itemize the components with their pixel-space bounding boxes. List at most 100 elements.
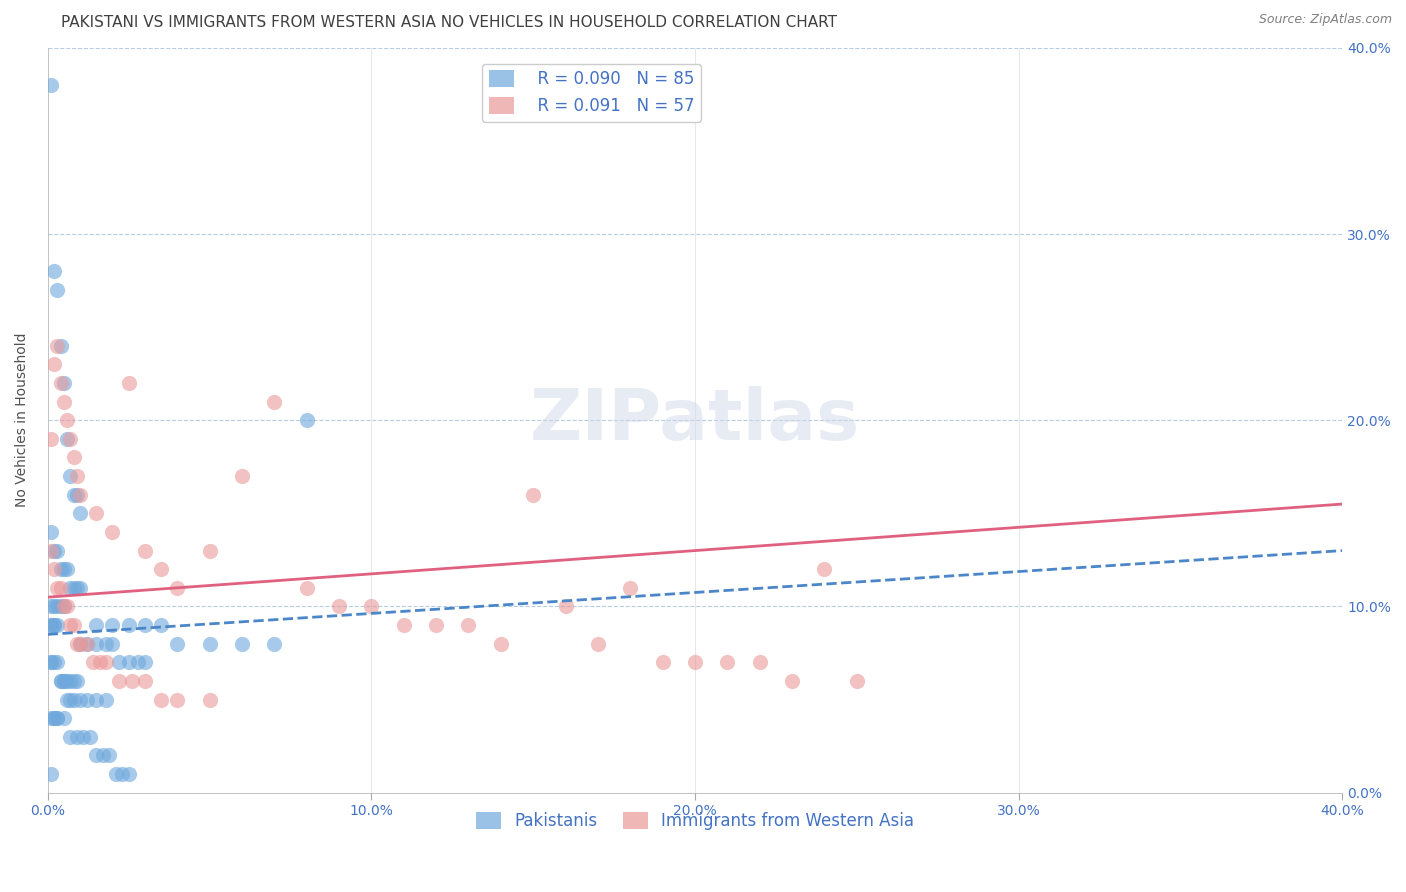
Text: PAKISTANI VS IMMIGRANTS FROM WESTERN ASIA NO VEHICLES IN HOUSEHOLD CORRELATION C: PAKISTANI VS IMMIGRANTS FROM WESTERN ASI… (60, 15, 837, 30)
Legend: Pakistanis, Immigrants from Western Asia: Pakistanis, Immigrants from Western Asia (470, 805, 921, 837)
Point (150, 692, 173, 706)
Point (166, 692, 188, 706)
Point (522, 488, 544, 502)
Point (845, 673, 868, 688)
Point (94, 656, 117, 670)
Point (44, 599, 66, 614)
Point (52, 394, 75, 409)
Point (46, 618, 69, 632)
Point (49, 376, 72, 390)
Point (52, 599, 75, 614)
Point (46, 283, 69, 297)
Point (59, 692, 82, 706)
Point (62, 673, 84, 688)
Point (59, 581, 82, 595)
Point (56, 432, 79, 446)
Point (59, 432, 82, 446)
Point (66, 730, 89, 744)
Point (46, 581, 69, 595)
Point (69, 581, 91, 595)
Point (118, 618, 141, 632)
Point (108, 656, 131, 670)
Point (586, 637, 609, 651)
Point (716, 656, 738, 670)
Point (101, 618, 124, 632)
Point (554, 599, 576, 614)
Point (104, 767, 127, 781)
Point (49, 599, 72, 614)
Point (44, 618, 66, 632)
Point (619, 581, 641, 595)
Point (46, 543, 69, 558)
Point (79, 730, 101, 744)
Point (231, 469, 253, 483)
Point (91, 748, 114, 763)
Point (59, 673, 82, 688)
Point (263, 637, 285, 651)
Point (59, 469, 82, 483)
Point (108, 673, 131, 688)
Point (52, 562, 75, 576)
Point (52, 599, 75, 614)
Point (134, 618, 156, 632)
Point (360, 599, 382, 614)
Point (134, 656, 156, 670)
Point (66, 581, 89, 595)
Text: ZIPatlas: ZIPatlas (530, 385, 860, 455)
Point (328, 599, 350, 614)
Point (52, 673, 75, 688)
Point (780, 673, 803, 688)
Point (39, 618, 62, 632)
Point (76, 637, 98, 651)
Point (101, 637, 124, 651)
Point (651, 656, 673, 670)
Point (62, 581, 84, 595)
Point (44, 358, 66, 372)
Point (76, 637, 98, 651)
Point (44, 711, 66, 725)
Point (69, 637, 91, 651)
Point (198, 543, 221, 558)
Point (49, 673, 72, 688)
Y-axis label: No Vehicles in Household: No Vehicles in Household (15, 333, 30, 508)
Point (56, 692, 79, 706)
Point (748, 656, 770, 670)
Point (39, 656, 62, 670)
Point (98, 748, 121, 763)
Point (62, 692, 84, 706)
Point (49, 581, 72, 595)
Point (39, 656, 62, 670)
Point (69, 488, 91, 502)
Point (76, 692, 98, 706)
Point (813, 562, 835, 576)
Point (46, 599, 69, 614)
Point (46, 711, 69, 725)
Point (94, 637, 117, 651)
Point (39, 432, 62, 446)
Point (425, 618, 447, 632)
Point (84, 618, 107, 632)
Point (198, 637, 221, 651)
Point (84, 507, 107, 521)
Point (66, 673, 89, 688)
Point (94, 692, 117, 706)
Point (49, 339, 72, 353)
Point (62, 618, 84, 632)
Point (101, 524, 124, 539)
Point (489, 637, 512, 651)
Point (295, 413, 318, 427)
Point (150, 562, 173, 576)
Point (39, 599, 62, 614)
Point (166, 581, 188, 595)
Point (49, 673, 72, 688)
Point (683, 656, 706, 670)
Point (56, 673, 79, 688)
Point (44, 711, 66, 725)
Point (39, 78, 62, 92)
Point (44, 543, 66, 558)
Point (198, 692, 221, 706)
Point (82, 656, 104, 670)
Point (457, 618, 479, 632)
Point (56, 562, 79, 576)
Point (118, 767, 141, 781)
